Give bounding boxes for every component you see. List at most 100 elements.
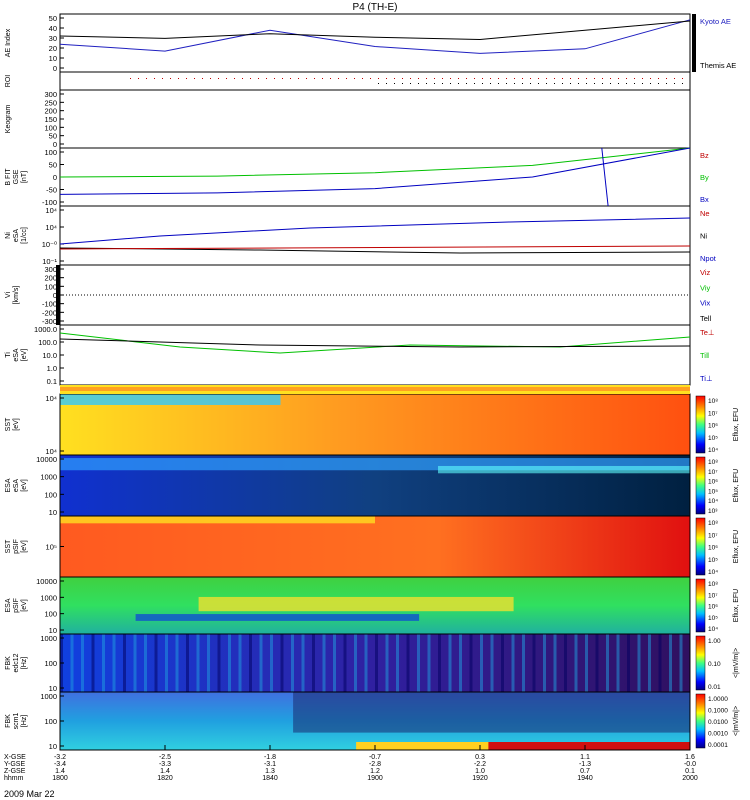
roi-mark xyxy=(522,78,523,79)
roi-mark xyxy=(554,83,555,84)
panel-fbk_e: FBK edc12 [Hz] 1000 100 10 1.00 0.10 0.01 <|mV/m|… xyxy=(5,633,740,693)
spectrogram-stripe xyxy=(249,634,252,692)
roi-mark xyxy=(626,83,627,84)
spectrogram-stripe xyxy=(658,634,662,692)
panel-tick-label: 100 xyxy=(44,659,57,668)
roi-mark xyxy=(682,83,683,84)
spectrogram-stripe xyxy=(322,634,326,692)
x-tick-label: 1.3 xyxy=(265,768,275,775)
panel-ylabel: [eV] xyxy=(21,479,28,492)
legend-entry: Ne xyxy=(700,209,710,218)
spectrogram-stripe xyxy=(217,634,221,692)
roi-mark xyxy=(418,78,419,79)
roi-mark xyxy=(306,78,307,79)
panel-frame xyxy=(59,89,691,149)
spectrogram-stripe xyxy=(511,634,515,692)
spectrogram-stripe xyxy=(91,634,95,692)
panel-ti: Ti eSA [eV] 1000.0 100.0 10.0 1.0 0.1 Te⊥ Ti‖ Ti⊥ xyxy=(5,324,715,386)
spectrogram-stripe xyxy=(501,634,504,692)
panel-ylabel: edc12 xyxy=(13,653,20,672)
spectrogram-stripe xyxy=(333,634,336,692)
spectrogram-band xyxy=(60,516,375,524)
legend-entry: Ti‖ xyxy=(700,351,709,360)
roi-mark xyxy=(666,78,667,79)
colorbar xyxy=(695,635,706,691)
roi-mark xyxy=(650,78,651,79)
spectrogram-stripe xyxy=(312,634,315,692)
colorbar-tick-label: 10⁵ xyxy=(708,615,718,622)
roi-mark xyxy=(626,78,627,79)
colorbar-tick-label: 10³ xyxy=(708,508,718,515)
spectrogram-stripe xyxy=(648,634,651,692)
roi-mark xyxy=(378,83,379,84)
roi-mark xyxy=(586,78,587,79)
roi-mark xyxy=(538,78,539,79)
legend-entry: Bz xyxy=(700,151,709,160)
panel-esa_e: ESA eSA [eV] 10000 1000 100 10 10⁸ 10⁷ 10⁶ 10⁵ 10⁴ 1… xyxy=(5,454,740,517)
panel-tick-label: 250 xyxy=(44,98,57,107)
legend-entry: By xyxy=(700,173,709,182)
x-tick-label: 1940 xyxy=(577,775,593,782)
roi-mark xyxy=(658,78,659,79)
x-tick-label: 1920 xyxy=(472,775,488,782)
roi-mark xyxy=(466,78,467,79)
roi-mark xyxy=(674,78,675,79)
spectrogram-stripe xyxy=(606,634,609,692)
legend-entry: Ni xyxy=(700,232,707,241)
roi-mark xyxy=(202,78,203,79)
panel-ylabel: ROI xyxy=(5,75,12,88)
x-tick-label: 2000 xyxy=(682,775,698,782)
panel-tick-label: -100 xyxy=(42,300,57,309)
panel-ylabel: scm1 xyxy=(13,713,20,730)
spectrogram-stripe xyxy=(480,634,483,692)
roi-mark xyxy=(682,78,683,79)
legend-entry: Viz xyxy=(700,268,711,277)
roi-mark xyxy=(354,78,355,79)
panel-tick-label: 10 xyxy=(49,508,57,517)
roi-mark xyxy=(490,78,491,79)
colorbar xyxy=(695,578,706,633)
bottom-axis: X-GSEY-GSEZ-GSEhhmm-3.2-3.41.41800-2.5-3… xyxy=(4,745,698,782)
roi-mark xyxy=(290,78,291,79)
colorbar-tick-label: 10⁴ xyxy=(708,569,718,576)
roi-mark xyxy=(434,78,435,79)
panel-tick-label: 50 xyxy=(49,161,57,170)
x-tick-label: -2.8 xyxy=(369,761,381,768)
x-tick-label: 1.4 xyxy=(160,768,170,775)
panel-ylabel: eSA xyxy=(13,229,20,243)
colorbar-tick-label: 10⁸ xyxy=(708,398,718,405)
spectrogram-stripe xyxy=(427,634,431,692)
panel-tick-label: 10⁴ xyxy=(45,394,57,403)
spectrogram-stripe xyxy=(238,634,242,692)
roi-mark xyxy=(234,78,235,79)
roi-mark xyxy=(178,78,179,79)
panel-tick-label: 10 xyxy=(49,626,57,635)
roi-mark xyxy=(154,78,155,79)
colorbar-tick-label: 0.0010 xyxy=(708,731,728,738)
x-tick-label: -2.5 xyxy=(159,754,171,761)
panel-tick-label: 1000.0 xyxy=(34,325,57,334)
axis-row-label: X-GSE xyxy=(4,754,26,761)
panel-sst_i: SST pSIF [eV] 10⁵ 10⁸ 10⁷ 10⁶ 10⁵ 10⁴ Eflux, EFU xyxy=(5,515,740,578)
panel-tick-label: 0 xyxy=(53,173,57,182)
legend-entry: Tell xyxy=(700,314,712,323)
legend-entry: Kyoto AE xyxy=(700,17,731,26)
colorbar xyxy=(695,693,706,749)
spectrogram-stripe xyxy=(574,634,578,692)
colorbar-tick-label: 10⁷ xyxy=(708,469,718,476)
spectrogram-stripe xyxy=(112,634,116,692)
roi-mark xyxy=(634,78,635,79)
colorbar-tick-label: 10⁷ xyxy=(708,410,718,417)
panel-ylabel: [eV] xyxy=(21,599,28,612)
x-tick-label: 0.3 xyxy=(475,754,485,761)
panel-ylabel: [eV] xyxy=(13,418,20,431)
series-ni xyxy=(59,217,691,245)
panel-tick-label: 10⁴ xyxy=(45,223,57,232)
roi-mark xyxy=(162,78,163,79)
panel-ylabel: [eV] xyxy=(21,540,28,553)
colorbar-label: <|mV/m|> xyxy=(733,648,740,678)
colorbar-tick-label: 0.0001 xyxy=(708,742,728,749)
